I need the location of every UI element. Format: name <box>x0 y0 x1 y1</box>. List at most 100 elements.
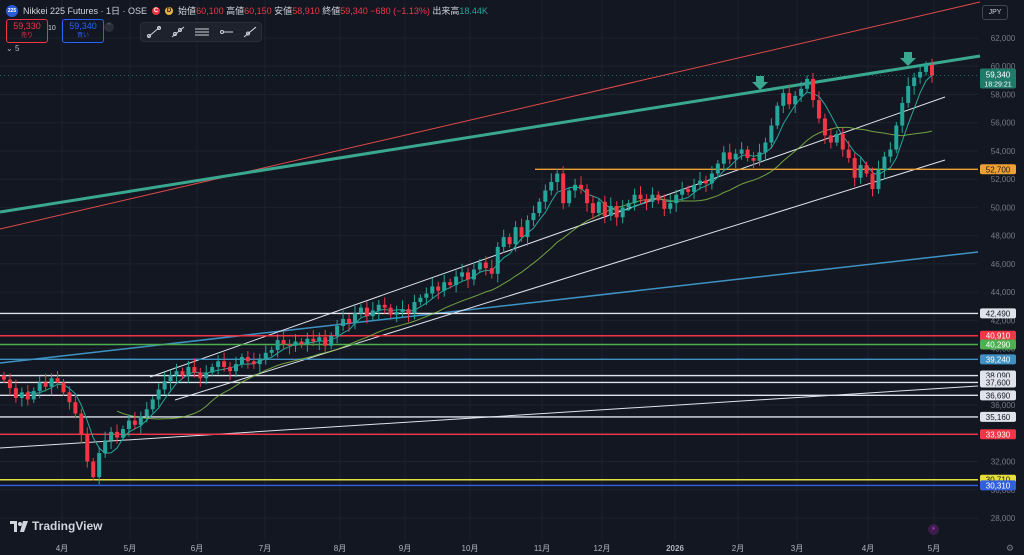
candle <box>727 143 732 165</box>
candle-body <box>466 272 470 280</box>
candle-body <box>234 364 238 372</box>
candle-body <box>751 158 756 161</box>
candle-body <box>406 309 411 314</box>
level-price-label: 36,690 <box>986 391 1011 400</box>
parallel-channel-tool-icon[interactable] <box>195 25 209 39</box>
level-price-label: 42,490 <box>986 309 1011 318</box>
candle-body <box>579 184 584 190</box>
candle <box>55 370 60 389</box>
candle <box>745 146 750 162</box>
candle-body <box>174 371 179 376</box>
time-axis[interactable]: 4月 5月 6月 7月 8月 9月 10月 11月 12月 2026 2月 3月 4月 5月 <box>56 544 940 553</box>
candle <box>739 142 744 160</box>
candle-body <box>763 142 768 153</box>
buy-button[interactable]: 59,340 買い <box>62 19 104 43</box>
candle-body <box>501 237 506 247</box>
currency-selector[interactable]: JPY <box>982 5 1008 20</box>
level-price-label: 33,930 <box>986 430 1011 439</box>
symbol-title[interactable]: Nikkei 225 Futures · 1日 · OSE <box>23 6 148 16</box>
candle <box>287 339 292 355</box>
candle <box>471 262 476 286</box>
time-tick-label: 10月 <box>462 544 479 553</box>
candle-body <box>894 125 899 150</box>
candle <box>341 310 346 331</box>
candle-body <box>721 152 726 164</box>
candle-body <box>352 313 357 324</box>
candle-body <box>567 190 572 204</box>
indicator-legend[interactable]: ⌄ 5 <box>6 44 20 53</box>
candle <box>210 363 215 377</box>
collapse-toggle-icon[interactable]: ⌃ <box>104 22 114 32</box>
level-price-label: 40,290 <box>986 340 1011 349</box>
lightning-icon[interactable]: ⚡ <box>928 524 939 535</box>
level-price-label: 39,240 <box>986 355 1011 364</box>
candle <box>376 300 381 320</box>
candle-body <box>216 361 221 367</box>
last-price-label: 59,340 18:29:21 <box>0 68 1016 89</box>
cyan-trendline[interactable] <box>0 251 979 364</box>
candle-body <box>329 335 334 346</box>
price-tick-label: 36,000 <box>991 401 1016 410</box>
candle-body <box>132 420 137 425</box>
price-tick-label: 46,000 <box>991 260 1016 269</box>
extended-line-tool-icon[interactable] <box>243 25 257 39</box>
candle <box>507 233 512 248</box>
candle <box>644 194 649 211</box>
candle-body <box>43 382 48 387</box>
brand-name: TradingView <box>32 519 103 533</box>
delayed-data-dot[interactable]: D <box>165 6 174 15</box>
candle <box>370 301 375 321</box>
candle-body <box>531 213 536 221</box>
candle <box>204 365 209 385</box>
candle <box>251 352 256 369</box>
price-axis[interactable]: 28,00030,00032,00034,00036,00038,00040,0… <box>980 34 1016 523</box>
candle <box>222 352 227 372</box>
candle-body <box>323 337 328 346</box>
gear-icon[interactable]: ⚙ <box>1005 543 1014 553</box>
candle <box>239 353 244 368</box>
chart-header: 225 Nikkei 225 Futures · 1日 · OSE C D 始値… <box>6 4 488 17</box>
candle <box>245 350 250 369</box>
market-closed-dot[interactable]: C <box>152 6 161 15</box>
candle <box>406 304 411 322</box>
candle <box>61 378 66 396</box>
candle-body <box>698 180 702 185</box>
horizontal-ray-tool-icon[interactable] <box>219 25 233 39</box>
upper-channel-line[interactable] <box>149 96 946 378</box>
candle-body <box>924 64 929 72</box>
candle <box>489 259 494 279</box>
trendline-tool-icon[interactable] <box>147 25 161 39</box>
candle <box>888 142 893 163</box>
candle <box>525 215 530 246</box>
candle-body <box>513 227 518 245</box>
candle <box>709 166 714 190</box>
candle-body <box>668 203 673 209</box>
candle <box>120 425 125 442</box>
candle-body <box>358 307 363 314</box>
candle-body <box>906 86 911 103</box>
candle-body <box>614 206 619 218</box>
time-tick-label: 5月 <box>928 544 940 553</box>
symbol-logo[interactable]: 225 <box>6 4 18 17</box>
candle-body <box>228 366 233 372</box>
ray-tool-icon[interactable] <box>171 25 185 39</box>
candle-body <box>61 382 66 393</box>
tradingview-logo[interactable]: TradingView <box>10 519 102 533</box>
green-resistance-trendline[interactable] <box>0 54 981 214</box>
candle-body <box>799 88 804 96</box>
arrow-markers <box>752 52 916 90</box>
mid-channel-line[interactable] <box>174 159 946 401</box>
candle <box>400 300 405 317</box>
candle <box>317 332 322 351</box>
candle-body <box>412 302 417 314</box>
candle-body <box>364 307 369 317</box>
candle-body <box>519 227 524 238</box>
upper-red-trendline[interactable] <box>0 1 981 230</box>
candle <box>537 198 542 217</box>
candle <box>763 137 768 161</box>
candle-body <box>460 272 465 277</box>
candle-body <box>239 357 244 365</box>
candle <box>418 294 423 306</box>
sell-button[interactable]: 59,330 売り <box>6 19 48 43</box>
